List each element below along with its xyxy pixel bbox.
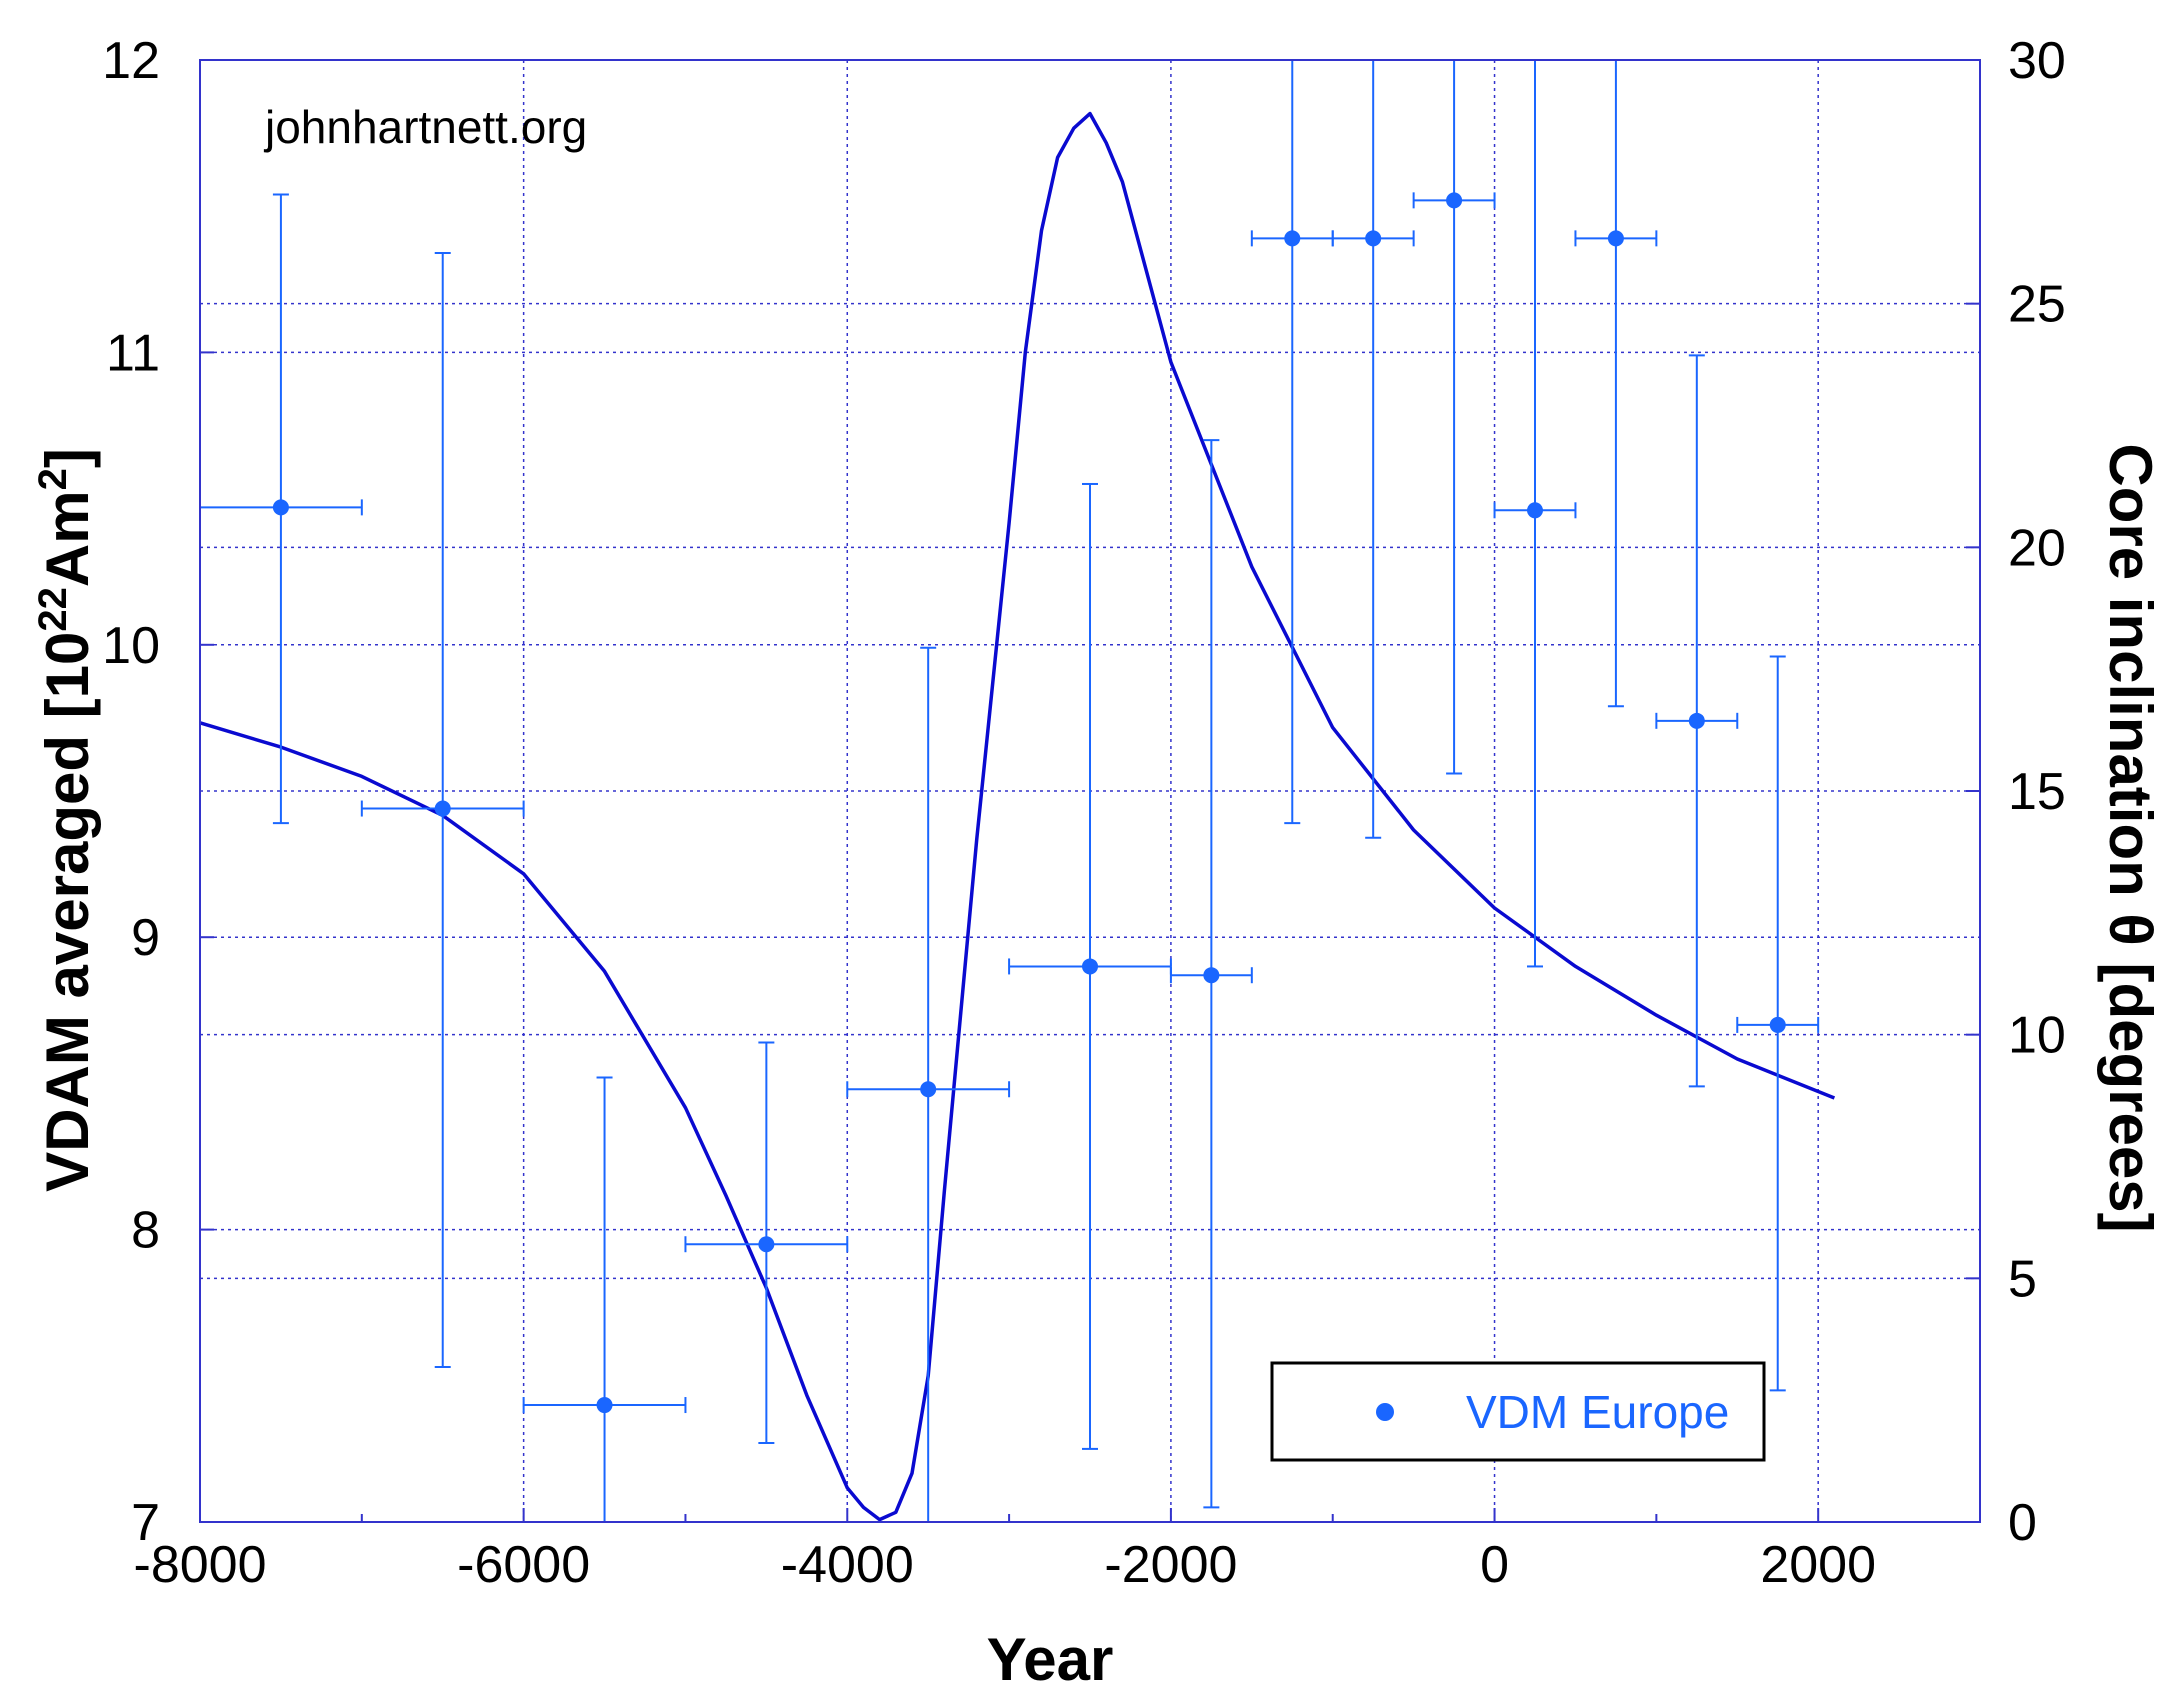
y-left-label-prefix: VDAM averaged [10	[34, 632, 101, 1192]
y-left-label-sup2: 2	[31, 468, 75, 490]
data-point	[1082, 958, 1098, 975]
legend-box	[1270, 1361, 1766, 1462]
y-left-label-middle: Am	[34, 490, 101, 587]
data-point-group	[1655, 354, 1739, 1088]
y-left-tick-label: 10	[102, 617, 160, 675]
y-left-axis-label: VDAM averaged [1022Am2]	[31, 448, 101, 1192]
data-point-group	[846, 646, 1011, 1522]
legend: VDM Europe	[1270, 1361, 1766, 1462]
x-tick-label: -6000	[457, 1536, 590, 1594]
inclination-curve	[199, 111, 1836, 1522]
data-point	[596, 1397, 613, 1414]
y-right-tick-label: 30	[2008, 32, 2066, 90]
vdm-europe-points-layer	[199, 60, 1820, 1522]
data-point-group	[1736, 655, 1820, 1392]
x-axis-label: Year	[987, 1626, 1114, 1693]
data-point-group	[1169, 439, 1253, 1509]
data-point	[1527, 502, 1543, 519]
data-point-group	[1493, 60, 1577, 968]
y-left-tick-label: 11	[106, 324, 160, 382]
watermark-text: johnhartnett.org	[263, 101, 587, 153]
x-tick-label: 0	[1480, 1536, 1509, 1594]
y-left-tick-label: 12	[102, 32, 160, 90]
data-point-group	[1412, 60, 1496, 775]
inclination-curve-layer	[199, 111, 1836, 1522]
y-right-tick-label: 10	[2008, 1007, 2066, 1065]
axis-ticks: -8000 -6000 -4000 -2000 0 2000 7 8 9 10 11 12 0 5 10 15…	[102, 32, 2066, 1594]
data-point	[272, 499, 289, 516]
data-point-group	[1250, 60, 1334, 825]
x-tick-label: -2000	[1104, 1536, 1237, 1594]
data-point	[1203, 967, 1220, 984]
data-point	[1365, 230, 1382, 247]
data-point-group	[684, 1041, 849, 1445]
data-point	[1446, 192, 1463, 209]
x-tick-label: -4000	[781, 1536, 914, 1594]
y-right-tick-label: 5	[2008, 1250, 2037, 1308]
data-point	[434, 800, 451, 817]
y-left-tick-label: 7	[131, 1494, 160, 1552]
y-right-axis-label: Core inclination θ [degrees]	[2097, 443, 2164, 1232]
y-right-tick-label: 15	[2008, 763, 2066, 821]
legend-marker	[1376, 1403, 1394, 1421]
y-right-tick-label: 0	[2008, 1494, 2037, 1552]
data-point	[920, 1081, 937, 1098]
data-point	[1284, 230, 1301, 247]
y-left-tick-label: 8	[131, 1202, 160, 1260]
x-tick-label: 2000	[1760, 1536, 1876, 1594]
y-left-label-sup1: 22	[31, 587, 75, 632]
data-point-group	[1008, 482, 1172, 1450]
legend-label: VDM Europe	[1466, 1386, 1729, 1438]
data-point	[1769, 1016, 1786, 1033]
data-point	[1688, 712, 1705, 729]
data-point-group	[1574, 60, 1658, 708]
data-point	[1607, 230, 1624, 247]
y-left-tick-label: 9	[131, 909, 160, 967]
x-tick-label: -8000	[134, 1536, 267, 1594]
y-left-label-suffix: ]	[34, 448, 101, 468]
data-point	[758, 1236, 775, 1253]
y-right-tick-label: 20	[2008, 519, 2066, 577]
data-point-group	[522, 1076, 687, 1522]
data-point-group	[360, 251, 525, 1369]
y-right-tick-label: 25	[2008, 276, 2066, 334]
data-point-group	[1331, 60, 1415, 839]
